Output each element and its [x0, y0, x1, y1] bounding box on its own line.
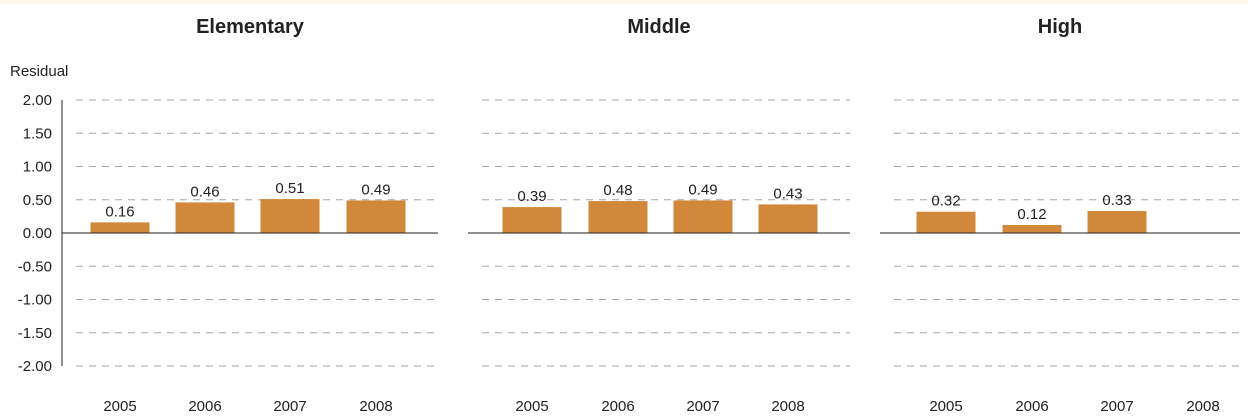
x-tick-label: 2007: [273, 398, 306, 415]
y-tick-label: 0.00: [23, 225, 52, 242]
bar: [1087, 211, 1147, 233]
data-label: 0.43: [773, 185, 802, 202]
x-tick-label: 2006: [1015, 398, 1048, 415]
y-tick-label: 0.50: [23, 192, 52, 209]
y-tick-label: -0.50: [18, 258, 52, 275]
data-label: 0.33: [1102, 192, 1131, 209]
bar: [758, 204, 818, 233]
data-label: 0.39: [517, 188, 546, 205]
panel-title: High: [1038, 16, 1082, 38]
bar: [1002, 225, 1062, 233]
y-tick-label: 1.50: [23, 125, 52, 142]
data-label: 0.32: [931, 193, 960, 210]
x-tick-label: 2005: [929, 398, 962, 415]
x-tick-label: 2007: [686, 398, 719, 415]
x-tick-label: 2006: [601, 398, 634, 415]
bar: [588, 201, 648, 233]
data-label: 0.51: [275, 180, 304, 197]
panel-title: Middle: [627, 16, 690, 38]
y-axis-label: Residual: [10, 63, 68, 80]
top-band: [0, 0, 1248, 4]
bar: [916, 211, 976, 233]
y-tick-label: 1.00: [23, 159, 52, 176]
y-tick-label: 2.00: [23, 92, 52, 109]
y-tick-label: -1.50: [18, 325, 52, 342]
bar: [673, 200, 733, 233]
data-label: 0.49: [361, 181, 390, 198]
x-tick-label: 2008: [359, 398, 392, 415]
y-tick-label: -2.00: [18, 358, 52, 375]
x-tick-label: 2005: [515, 398, 548, 415]
data-label: 0.46: [190, 183, 219, 200]
y-tick-label: -1.00: [18, 292, 52, 309]
bar: [175, 202, 235, 233]
bar: [502, 207, 562, 233]
x-tick-label: 2006: [188, 398, 221, 415]
data-label: 0.48: [603, 182, 632, 199]
data-label: 0.16: [105, 203, 134, 220]
data-label: 0.49: [688, 181, 717, 198]
bar: [346, 200, 406, 233]
panel-title: Elementary: [196, 16, 305, 38]
bar: [260, 199, 320, 233]
x-tick-label: 2008: [771, 398, 804, 415]
x-tick-label: 2007: [1100, 398, 1133, 415]
data-label: 0.12: [1017, 206, 1046, 223]
x-tick-label: 2005: [103, 398, 136, 415]
x-tick-label: 2008: [1186, 398, 1219, 415]
bar: [90, 222, 150, 233]
